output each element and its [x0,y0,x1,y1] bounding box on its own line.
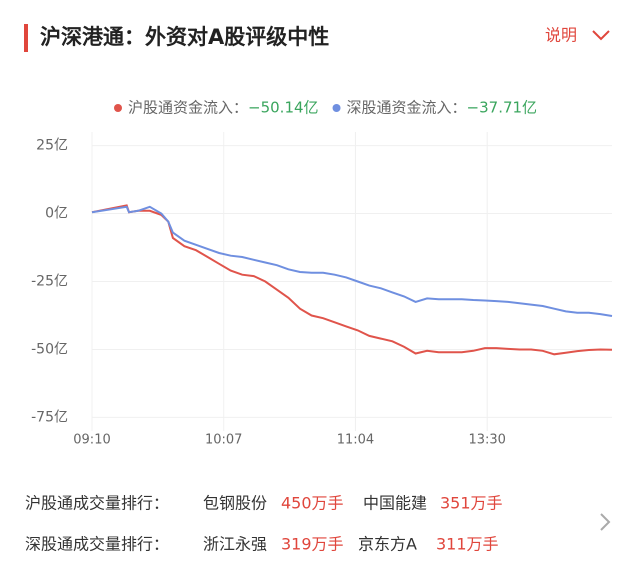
stock-volume: 311万手 [436,535,499,554]
legend-dot [114,104,122,112]
y-tick-label: -25亿 [31,274,68,290]
y-tick-label: 0亿 [45,206,68,222]
rank-label: 沪股通成交量排行： [25,494,169,513]
stock-volume: 351万手 [440,494,503,513]
title: 沪深港通：外资对A股评级中性 [40,25,329,49]
help-link[interactable]: 说明 [545,26,577,45]
stock-name: 中国能建 [363,494,427,513]
stock-name: 包钢股份 [203,494,267,513]
y-tick-label: -75亿 [31,409,68,425]
rank-label: 深股通成交量排行： [25,535,169,554]
x-tick-label: 11:04 [337,433,374,448]
chevron-down[interactable] [592,30,610,41]
series-line [91,205,613,317]
legend-name: 沪股通资金流入： [128,99,248,117]
title-accent [24,24,28,52]
x-tick-label: 09:10 [73,433,110,448]
x-tick-label: 13:30 [468,433,505,448]
legend-value: −37.71亿 [467,99,538,117]
y-tick-label: -50亿 [31,341,68,357]
y-tick-label: 25亿 [36,138,68,154]
series-line [91,204,613,356]
stock-volume: 319万手 [281,535,344,554]
stock-name: 京东方A [358,535,417,554]
stock-name: 浙江永强 [203,535,267,554]
legend-value: −50.14亿 [248,99,319,117]
chevron-right[interactable] [600,513,611,531]
legend-dot [332,104,341,112]
x-tick-label: 10:07 [205,433,242,448]
legend-name: 深股通资金流入： [347,99,467,117]
stock-volume: 450万手 [281,494,344,513]
